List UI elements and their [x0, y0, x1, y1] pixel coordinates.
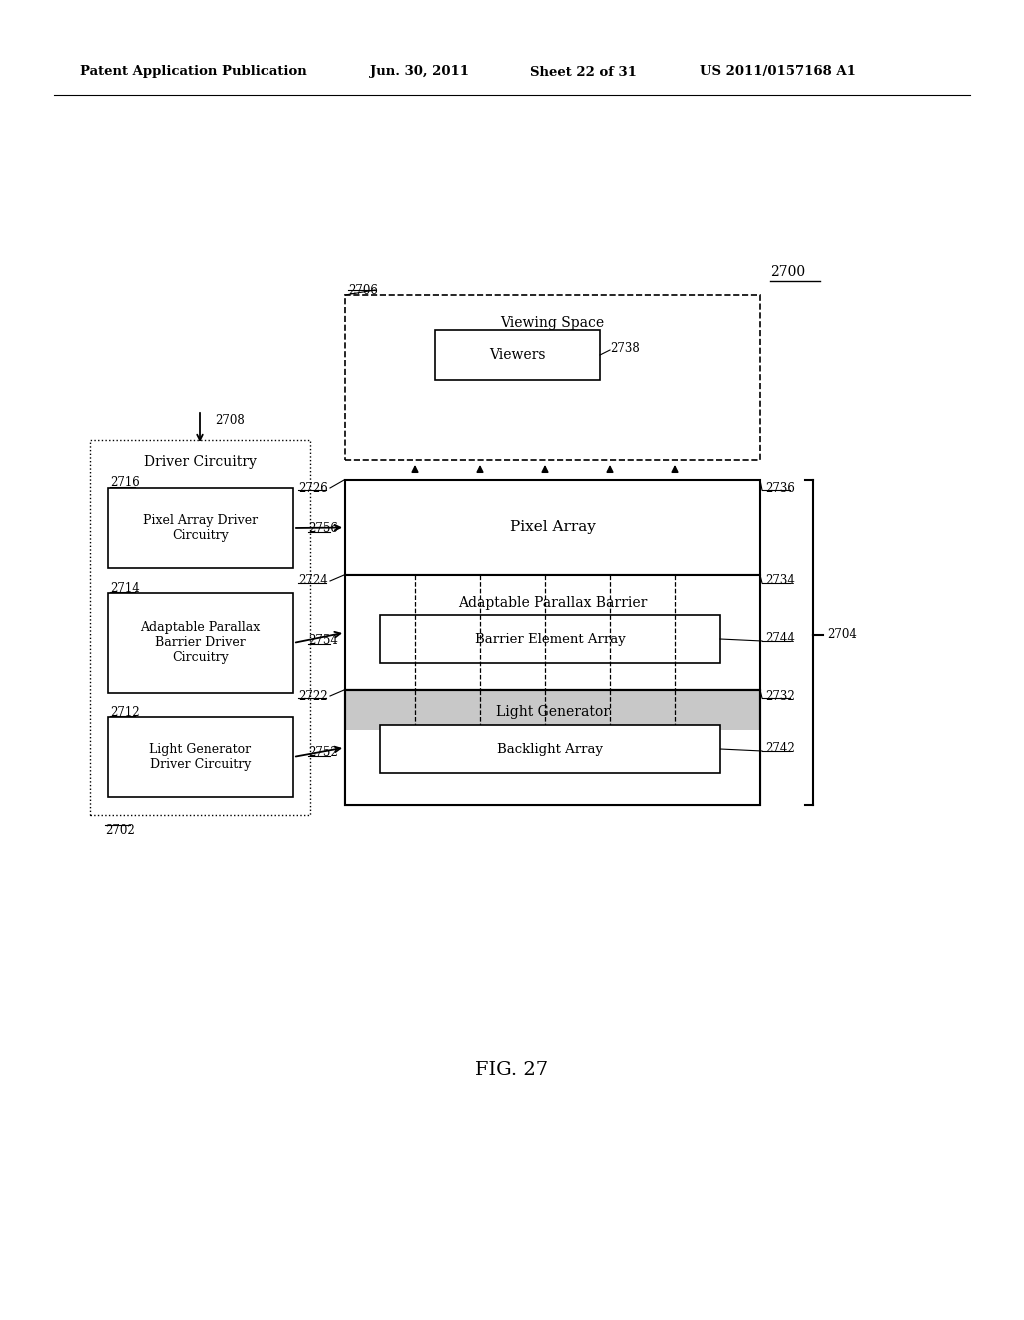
Text: Sheet 22 of 31: Sheet 22 of 31: [530, 66, 637, 78]
Text: Viewers: Viewers: [489, 348, 546, 362]
Text: 2712: 2712: [110, 705, 139, 718]
Bar: [345, 480, 760, 576]
Text: 2736: 2736: [765, 482, 795, 495]
Text: 2744: 2744: [765, 631, 795, 644]
Bar: [345, 576, 760, 690]
Text: Light Generator
Driver Circuitry: Light Generator Driver Circuitry: [150, 743, 252, 771]
Text: 2726: 2726: [298, 482, 328, 495]
Text: Pixel Array Driver
Circuitry: Pixel Array Driver Circuitry: [143, 513, 258, 543]
Text: 2706: 2706: [348, 284, 378, 297]
Text: 2754: 2754: [308, 634, 338, 647]
Text: Barrier Element Array: Barrier Element Array: [475, 632, 626, 645]
Text: 2702: 2702: [105, 824, 135, 837]
Text: Jun. 30, 2011: Jun. 30, 2011: [370, 66, 469, 78]
Text: Backlight Array: Backlight Array: [497, 742, 603, 755]
Text: Light Generator: Light Generator: [496, 705, 609, 719]
Text: 2704: 2704: [827, 628, 857, 642]
Bar: [345, 294, 760, 459]
Text: FIG. 27: FIG. 27: [475, 1061, 549, 1078]
Bar: [108, 488, 293, 568]
Text: 2752: 2752: [308, 746, 338, 759]
Bar: [108, 717, 293, 797]
Bar: [108, 593, 293, 693]
Text: Adaptable Parallax Barrier: Adaptable Parallax Barrier: [458, 597, 647, 610]
Text: 2708: 2708: [215, 413, 245, 426]
Text: 2732: 2732: [765, 689, 795, 702]
Text: 2724: 2724: [298, 574, 328, 587]
Bar: [380, 615, 720, 663]
Text: 2716: 2716: [110, 477, 139, 490]
Text: 2742: 2742: [765, 742, 795, 755]
Text: 2714: 2714: [110, 582, 139, 594]
Bar: [345, 690, 760, 805]
Text: Pixel Array: Pixel Array: [510, 520, 595, 535]
Bar: [345, 690, 760, 805]
Text: US 2011/0157168 A1: US 2011/0157168 A1: [700, 66, 856, 78]
Bar: [380, 725, 720, 774]
Text: Patent Application Publication: Patent Application Publication: [80, 66, 307, 78]
Text: Viewing Space: Viewing Space: [501, 315, 604, 330]
Text: Adaptable Parallax
Barrier Driver
Circuitry: Adaptable Parallax Barrier Driver Circui…: [140, 622, 261, 664]
Text: 2756: 2756: [308, 521, 338, 535]
Text: 2722: 2722: [298, 689, 328, 702]
Bar: [435, 330, 600, 380]
Text: 2700: 2700: [770, 265, 805, 279]
Bar: [90, 440, 310, 814]
Text: 2734: 2734: [765, 574, 795, 587]
Text: 2738: 2738: [610, 342, 640, 355]
Bar: [346, 730, 759, 804]
Text: Driver Circuitry: Driver Circuitry: [143, 455, 256, 469]
